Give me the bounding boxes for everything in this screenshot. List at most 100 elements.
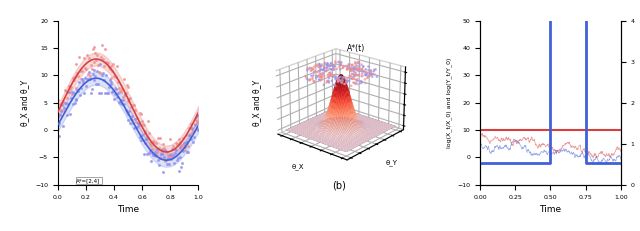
Point [110, 93, 120, 96]
Point [180, 146, 190, 149]
Point [184, 133, 194, 137]
Point [151, 142, 161, 145]
Point [100, 91, 110, 95]
Point [178, 149, 188, 153]
Point [52, 99, 63, 102]
Point [74, 81, 84, 84]
Point [160, 148, 170, 152]
Point [106, 64, 116, 68]
Point [170, 148, 180, 151]
Point [165, 137, 175, 141]
Point [59, 106, 69, 110]
Point [191, 120, 202, 124]
Point [109, 74, 120, 78]
Point [73, 89, 83, 93]
Point [81, 67, 91, 71]
Point [163, 156, 173, 160]
Point [174, 145, 184, 149]
Point [112, 64, 122, 68]
Y-axis label: log(X_t/X_0) and log(Y_t/Y_0): log(X_t/X_0) and log(Y_t/Y_0) [446, 58, 452, 148]
Point [56, 109, 67, 112]
Point [120, 91, 131, 95]
Point [124, 109, 134, 113]
Point [177, 161, 188, 165]
Text: A*(t): A*(t) [347, 44, 365, 53]
Point [161, 158, 172, 162]
Point [62, 96, 72, 99]
Point [111, 75, 122, 79]
X-axis label: θ_X: θ_X [292, 163, 305, 170]
Point [159, 146, 170, 150]
Point [62, 113, 72, 117]
Point [131, 120, 141, 124]
Point [66, 97, 76, 100]
Point [129, 103, 140, 107]
Point [54, 106, 65, 110]
Point [170, 151, 180, 155]
Point [191, 127, 202, 131]
Point [175, 155, 186, 159]
Point [59, 109, 69, 113]
Point [136, 138, 146, 141]
Point [78, 79, 88, 83]
Point [179, 144, 189, 148]
Point [168, 153, 178, 157]
Point [141, 138, 152, 141]
Point [188, 140, 198, 144]
Point [180, 148, 190, 152]
Y-axis label: θ_X and θ_Y: θ_X and θ_Y [20, 80, 29, 126]
Point [54, 122, 65, 125]
Point [136, 134, 147, 137]
Point [138, 138, 148, 142]
Point [88, 72, 98, 75]
Point [67, 92, 77, 96]
Point [164, 162, 174, 165]
Point [70, 101, 80, 105]
Text: θ_X and θ_Y: θ_X and θ_Y [252, 80, 261, 126]
Point [70, 86, 81, 90]
Point [70, 98, 81, 102]
Point [102, 91, 112, 95]
Point [83, 72, 93, 76]
Point [176, 165, 186, 168]
Point [134, 112, 145, 115]
Point [83, 77, 93, 81]
Point [93, 82, 103, 86]
Point [167, 147, 177, 151]
Point [108, 89, 118, 93]
Point [144, 151, 154, 155]
Point [173, 169, 184, 173]
Point [134, 135, 145, 139]
Point [64, 90, 74, 94]
Point [76, 86, 86, 90]
Point [165, 153, 175, 157]
Point [189, 129, 199, 133]
Point [84, 70, 94, 74]
Point [191, 118, 201, 122]
Point [116, 90, 126, 94]
Point [82, 54, 92, 57]
Point [140, 132, 150, 135]
Point [130, 108, 140, 112]
Point [56, 108, 67, 112]
Point [126, 118, 136, 121]
Point [132, 125, 142, 128]
Point [133, 121, 143, 125]
Point [79, 56, 89, 60]
Point [156, 149, 166, 152]
Point [146, 159, 156, 163]
Point [152, 148, 162, 151]
Point [122, 84, 132, 87]
Point [181, 140, 191, 144]
Point [104, 85, 114, 89]
Point [168, 144, 178, 147]
Point [102, 91, 113, 95]
Point [113, 91, 123, 95]
Point [108, 62, 118, 65]
Point [108, 70, 118, 73]
Point [114, 86, 124, 89]
Point [67, 90, 77, 94]
Point [99, 64, 109, 67]
Point [104, 67, 115, 71]
Point [125, 121, 136, 125]
